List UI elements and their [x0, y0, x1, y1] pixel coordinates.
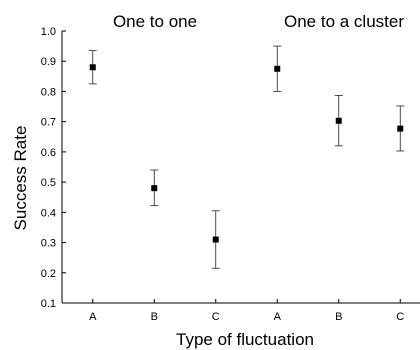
data-point: [89, 64, 96, 71]
x-tick-label: B: [335, 311, 342, 323]
x-tick-label: C: [212, 311, 220, 323]
y-tick-label: 0.7: [41, 117, 56, 129]
data-point: [335, 117, 342, 124]
x-tick-label: A: [274, 311, 282, 323]
y-tick-label: 0.9: [41, 56, 56, 68]
data-points: [88, 45, 405, 269]
y-tick-label: 0.4: [41, 207, 56, 219]
y-tick-label: 1.0: [41, 26, 56, 38]
y-tick-label: 0.6: [41, 147, 56, 159]
data-point: [274, 65, 281, 72]
y-tick-label: 0.8: [41, 86, 56, 98]
x-tick-label: B: [151, 311, 158, 323]
x-tick-label: A: [89, 311, 97, 323]
y-axis-label: Success Rate: [11, 126, 30, 231]
data-point: [212, 236, 219, 243]
y-tick-label: 0.2: [41, 268, 56, 280]
y-tick-label: 0.1: [41, 298, 56, 310]
x-tick-label: C: [396, 311, 404, 323]
y-tick-label: 0.5: [41, 177, 56, 189]
x-axis-label: Type of fluctuation: [176, 330, 314, 349]
data-point: [397, 125, 404, 132]
group-label-one-to-a-cluster: One to a cluster: [284, 12, 404, 31]
y-axis: 0.1 0.2 0.3 0.4 0.5 0.6 0.7 0.8 0.9 1.0: [41, 26, 66, 310]
group-label-one-to-one: One to one: [113, 12, 197, 31]
data-point: [151, 185, 158, 192]
y-tick-label: 0.3: [41, 238, 56, 250]
